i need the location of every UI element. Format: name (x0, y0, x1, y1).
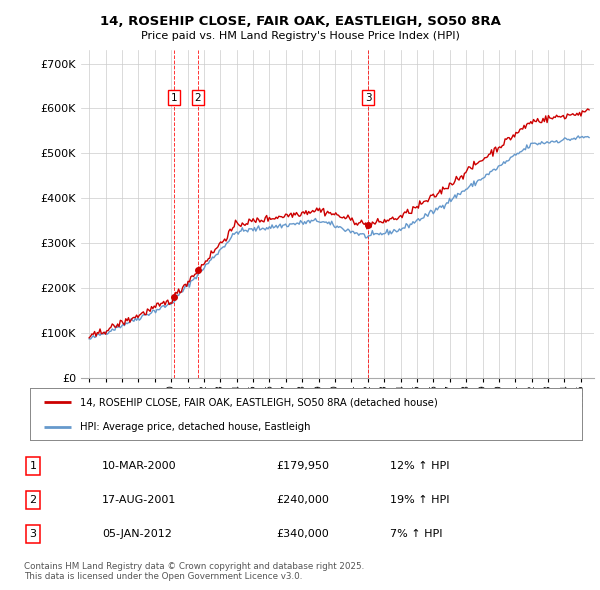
Text: 2: 2 (194, 93, 201, 103)
Text: 14, ROSEHIP CLOSE, FAIR OAK, EASTLEIGH, SO50 8RA (detached house): 14, ROSEHIP CLOSE, FAIR OAK, EASTLEIGH, … (80, 397, 437, 407)
Text: 1: 1 (171, 93, 178, 103)
Text: 17-AUG-2001: 17-AUG-2001 (102, 495, 176, 505)
Text: 3: 3 (365, 93, 371, 103)
Text: Contains HM Land Registry data © Crown copyright and database right 2025.
This d: Contains HM Land Registry data © Crown c… (24, 562, 364, 581)
Text: 3: 3 (29, 529, 37, 539)
Text: Price paid vs. HM Land Registry's House Price Index (HPI): Price paid vs. HM Land Registry's House … (140, 31, 460, 41)
Text: 7% ↑ HPI: 7% ↑ HPI (390, 529, 443, 539)
Text: £240,000: £240,000 (276, 495, 329, 505)
Text: 2: 2 (29, 495, 37, 505)
Text: £179,950: £179,950 (276, 461, 329, 471)
Text: 19% ↑ HPI: 19% ↑ HPI (390, 495, 449, 505)
Text: 10-MAR-2000: 10-MAR-2000 (102, 461, 176, 471)
Text: 1: 1 (29, 461, 37, 471)
Text: HPI: Average price, detached house, Eastleigh: HPI: Average price, detached house, East… (80, 422, 310, 431)
Text: 12% ↑ HPI: 12% ↑ HPI (390, 461, 449, 471)
Text: 14, ROSEHIP CLOSE, FAIR OAK, EASTLEIGH, SO50 8RA: 14, ROSEHIP CLOSE, FAIR OAK, EASTLEIGH, … (100, 15, 500, 28)
Text: 05-JAN-2012: 05-JAN-2012 (102, 529, 172, 539)
Text: £340,000: £340,000 (276, 529, 329, 539)
